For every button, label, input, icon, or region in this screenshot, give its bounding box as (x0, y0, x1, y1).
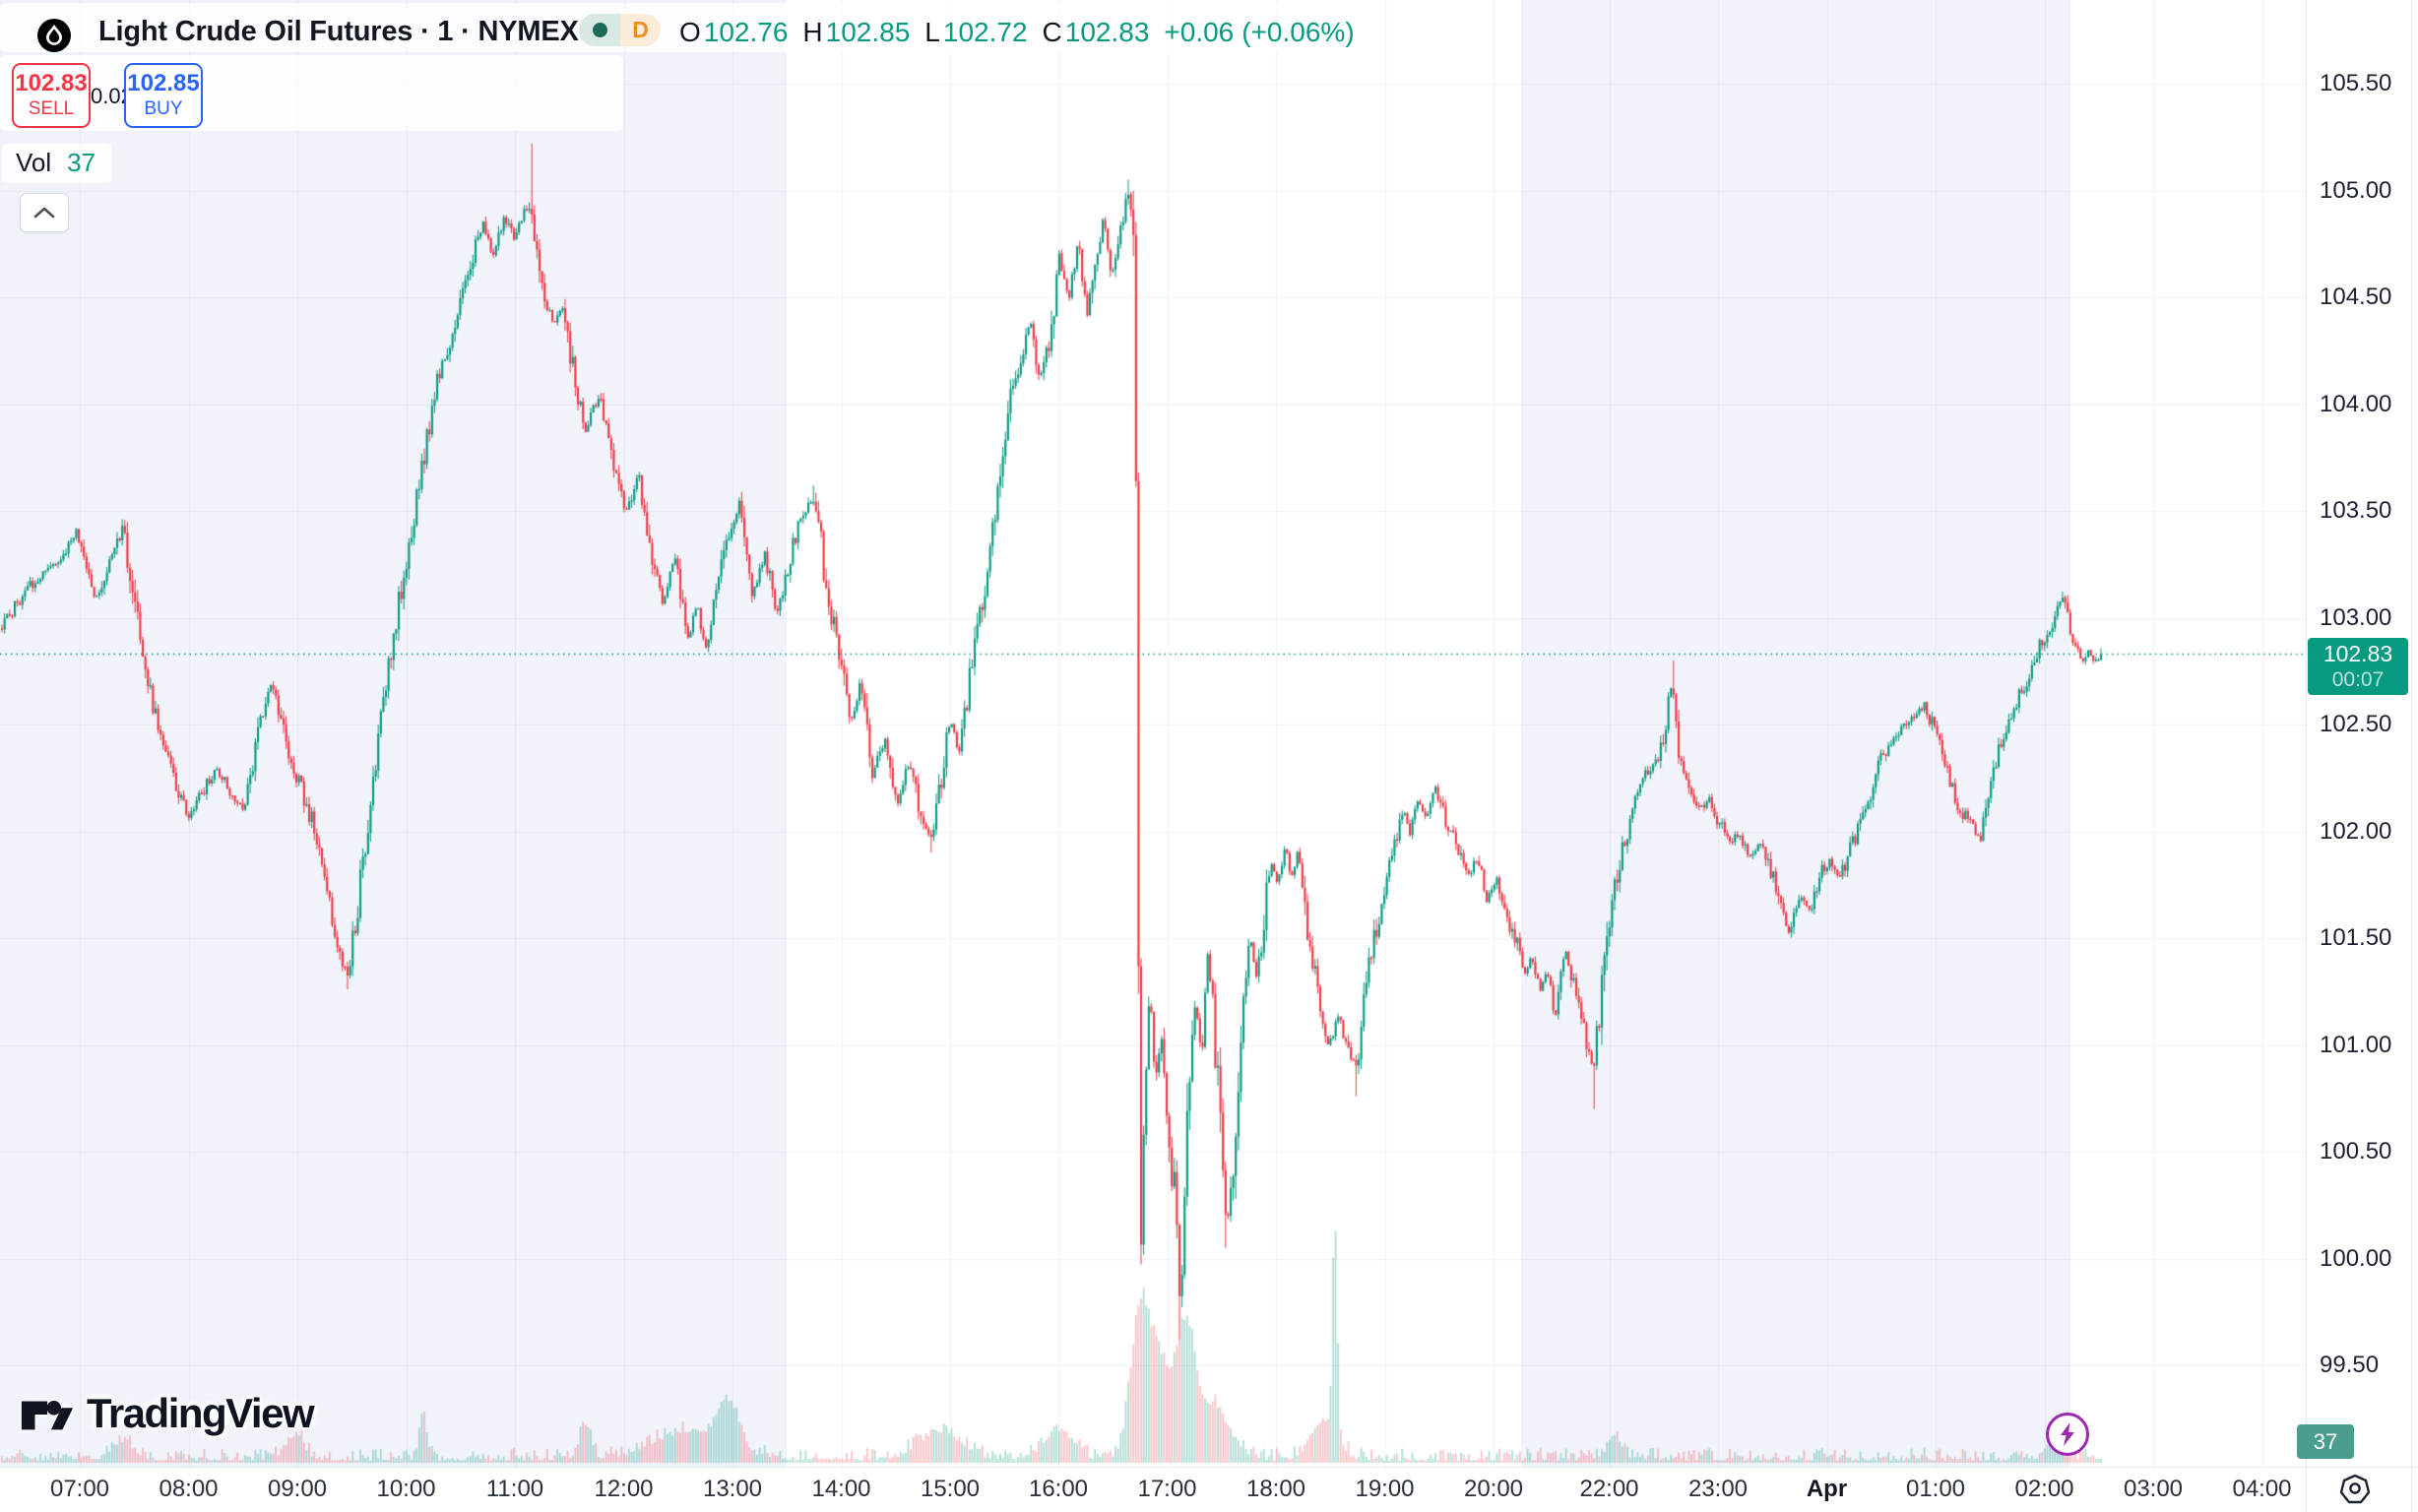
sell-label: SELL (28, 98, 75, 119)
current-price-tag: 102.83 00:07 (2308, 638, 2408, 695)
time-tick: 01:00 (1905, 1476, 1966, 1502)
time-tick: 03:00 (2123, 1476, 2184, 1502)
lightning-trade-button[interactable] (2046, 1413, 2089, 1456)
open-label: O (679, 17, 701, 47)
tradingview-watermark[interactable]: TradingView (20, 1390, 315, 1437)
market-status-pill[interactable] (579, 14, 620, 46)
market-status-dot-icon (592, 23, 607, 37)
time-tick: 18:00 (1245, 1476, 1306, 1502)
volume-legend: Vol 37 (16, 148, 95, 178)
low-value: 102.72 (942, 17, 1028, 47)
time-tick: 22:00 (1579, 1476, 1639, 1502)
volume-axis-badge: 37 (2297, 1424, 2354, 1459)
buy-price: 102.85 (127, 70, 200, 96)
price-tick: 105.00 (2320, 176, 2392, 204)
close-value: 102.83 (1064, 17, 1150, 47)
time-tick: 13:00 (702, 1476, 763, 1502)
price-tick: 101.50 (2320, 924, 2392, 951)
chevron-up-icon (33, 207, 55, 219)
low-label: L (924, 17, 940, 47)
symbol-logo-icon (36, 18, 72, 53)
time-tick: 14:00 (811, 1476, 871, 1502)
sell-button[interactable]: 102.83 SELL (12, 63, 91, 128)
sell-price: 102.83 (15, 70, 88, 96)
buy-label: BUY (144, 98, 183, 119)
price-tick: 101.00 (2320, 1031, 2392, 1058)
change-value: +0.06 (1164, 17, 1235, 47)
lightning-bolt-icon (2061, 1422, 2074, 1446)
time-tick: 23:00 (1687, 1476, 1749, 1502)
time-tick: 11:00 (485, 1476, 544, 1502)
time-axis[interactable]: 07:00 08:00 09:00 10:00 11:00 12:00 13:00 14:00… (0, 1467, 2308, 1512)
bar-countdown: 00:07 (2331, 668, 2385, 691)
high-label: H (802, 17, 823, 47)
buy-button[interactable]: 102.85 BUY (124, 63, 203, 128)
time-tick: 08:00 (159, 1476, 219, 1502)
price-tick: 104.50 (2320, 284, 2392, 310)
time-tick: 10:00 (376, 1476, 436, 1502)
collapse-legend-button[interactable] (20, 193, 69, 232)
price-tick: 102.50 (2320, 711, 2392, 737)
time-tick: 20:00 (1463, 1476, 1524, 1502)
time-tick: 12:00 (594, 1476, 654, 1502)
volume-label: Vol (16, 148, 52, 177)
time-tick: 17:00 (1137, 1476, 1197, 1502)
price-tick: 100.50 (2320, 1138, 2392, 1165)
change-percent: (+0.06%) (1241, 17, 1355, 47)
price-tick: 103.00 (2320, 603, 2392, 631)
price-tick: 100.00 (2320, 1244, 2392, 1272)
time-tick: 02:00 (2014, 1476, 2074, 1502)
spread-value: 0.02 (91, 84, 133, 108)
high-value: 102.85 (825, 17, 911, 47)
ohlc-values: O 102.76 H 102.85 L 102.72 C 102.83 +0.06 (+0.06%… (679, 17, 1363, 48)
time-tick: 15:00 (920, 1476, 981, 1502)
eye-icon[interactable] (2338, 1473, 2372, 1506)
time-tick: 09:00 (267, 1476, 328, 1502)
interval-badge-label: D (632, 17, 649, 42)
tradingview-logo-icon (21, 1400, 74, 1430)
price-tick: 104.00 (2320, 390, 2392, 417)
close-label: C (1042, 17, 1062, 47)
order-row-bg (0, 55, 623, 131)
open-value: 102.76 (703, 17, 789, 47)
price-tick: 99.50 (2320, 1352, 2380, 1378)
time-tick: 16:00 (1028, 1476, 1089, 1502)
vol-row-bg (2, 144, 112, 183)
symbol-title[interactable]: Light Crude Oil Futures · 1 · NYMEX (98, 16, 579, 47)
time-tick: 07:00 (49, 1476, 110, 1502)
watermark-text: TradingView (87, 1390, 315, 1436)
time-tick: Apr (1806, 1476, 1848, 1502)
current-price-value: 102.83 (2323, 641, 2393, 666)
volume-value: 37 (67, 148, 96, 177)
interval-badge[interactable]: D (620, 14, 661, 46)
time-tick: 19:00 (1355, 1476, 1415, 1502)
time-tick: 04:00 (2232, 1476, 2292, 1502)
legend-row-bg (0, 3, 1368, 52)
price-tick: 105.50 (2320, 70, 2392, 96)
price-tick: 103.50 (2320, 497, 2392, 524)
price-tick: 102.00 (2320, 817, 2392, 845)
